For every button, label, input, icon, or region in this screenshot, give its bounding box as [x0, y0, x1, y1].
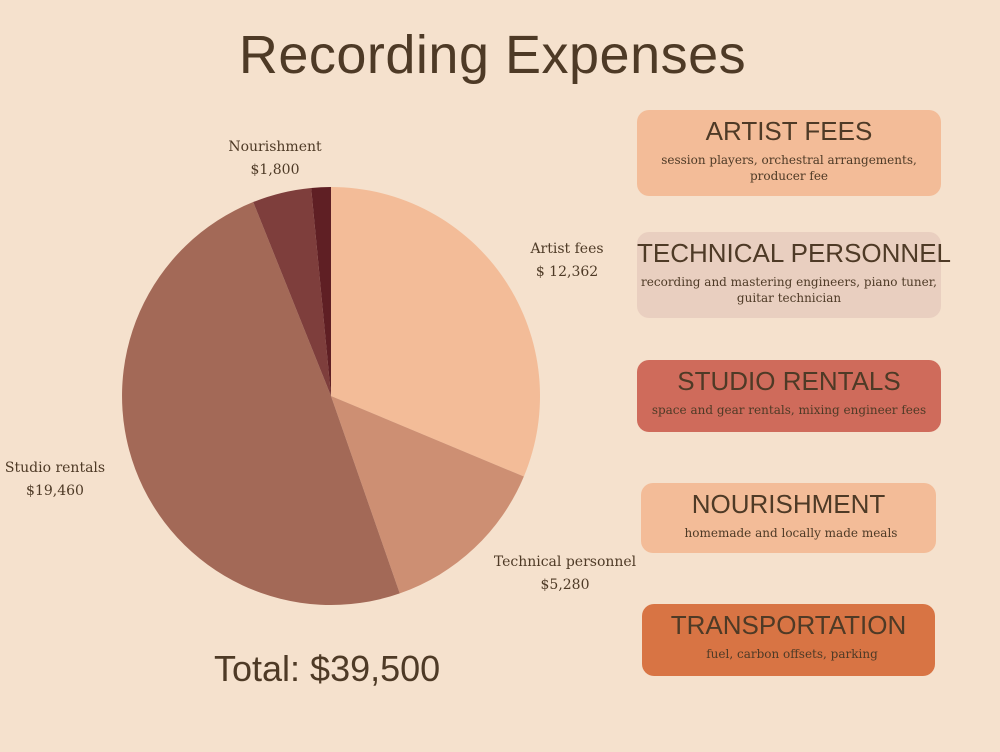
pie-slice-nourishment [253, 187, 331, 396]
card-description: fuel, carbon offsets, parking [706, 647, 878, 661]
slice-name: Artist fees [530, 241, 604, 257]
card-description: space and gear rentals, mixing engineer … [651, 403, 927, 417]
pie-slice-technical-personnel [331, 396, 524, 594]
card-title: TECHNICAL PERSONNEL [637, 238, 951, 268]
slice-name: Nourishment [228, 139, 322, 155]
slice-label-technical-personnel: Technical personnel $5,280 [490, 551, 640, 597]
card-title: ARTIST FEES [705, 116, 873, 146]
slice-name: Technical personnel [493, 554, 637, 570]
slice-value: $ 12,362 [535, 264, 599, 280]
card-description: session players, orchestral arrangements… [661, 153, 917, 183]
card-technical-personnel: TECHNICAL PERSONNEL recording and master… [637, 232, 951, 318]
card-transportation: TRANSPORTATION fuel, carbon offsets, par… [642, 604, 935, 676]
card-studio-rentals: STUDIO RENTALS space and gear rentals, m… [637, 360, 941, 432]
total-amount: Total: $39,500 [214, 648, 441, 689]
slice-label-studio-rentals: Studio rentals $19,460 [0, 457, 110, 503]
slice-value: $19,460 [26, 483, 84, 499]
pie-slice-studio-rentals [122, 202, 400, 605]
slice-label-nourishment: Nourishment $1,800 [215, 136, 335, 182]
slice-value: $1,800 [250, 162, 300, 178]
card-title: STUDIO RENTALS [677, 366, 901, 396]
card-description: recording and mastering engineers, piano… [641, 275, 937, 305]
card-artist-fees: ARTIST FEES session players, orchestral … [637, 110, 941, 196]
slice-label-artist-fees: Artist fees $ 12,362 [507, 238, 627, 284]
card-title: TRANSPORTATION [670, 610, 907, 640]
chart-title: Recording Expenses [238, 25, 747, 85]
pie-slice-transportation [311, 186, 331, 396]
slice-name: Studio rentals [4, 460, 106, 476]
card-nourishment: NOURISHMENT homemade and locally made me… [641, 483, 936, 553]
slice-value: $5,280 [540, 577, 590, 593]
card-title: NOURISHMENT [691, 489, 886, 519]
card-description: homemade and locally made meals [684, 526, 898, 540]
pie-slice-artist-fees [331, 186, 541, 477]
